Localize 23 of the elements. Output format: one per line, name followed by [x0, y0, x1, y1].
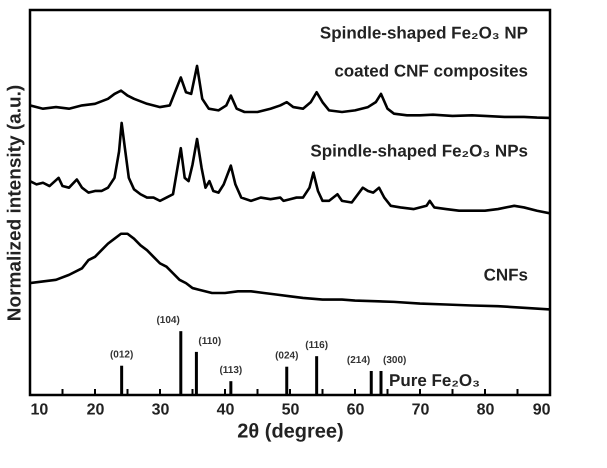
- annotation: (113): [219, 365, 242, 376]
- x-tick-label: 10: [30, 402, 48, 418]
- annotation: (104): [156, 315, 180, 326]
- annotation: (300): [383, 354, 406, 366]
- x-tick-label: 30: [152, 402, 170, 418]
- x-tick-label: 70: [412, 402, 430, 418]
- annotation: (110): [198, 336, 222, 347]
- x-axis-title: 2θ (degree): [237, 420, 344, 442]
- x-tick-label: 20: [86, 402, 104, 418]
- x-tick-label: 90: [532, 402, 551, 418]
- x-tick-label: 40: [216, 402, 234, 418]
- series-label: Spindle-shaped Fe₂O₃ NP coated CNF composites: [320, 23, 528, 80]
- series-label: Pure Fe₂O₃: [389, 370, 480, 390]
- annotation: (214): [346, 354, 370, 366]
- annotation: (012): [110, 350, 134, 361]
- annotation: (116): [305, 340, 328, 352]
- series-label: CNFs: [484, 265, 528, 284]
- series-label: Spindle-shaped Fe₂O₃ NPs: [310, 142, 528, 161]
- y-axis-title: Normalized intensity (a.u.): [4, 84, 26, 322]
- x-tick-label: 50: [282, 402, 300, 418]
- annotation: (024): [275, 350, 298, 362]
- x-tick-label: 60: [346, 402, 364, 418]
- x-tick-label: 80: [476, 402, 494, 418]
